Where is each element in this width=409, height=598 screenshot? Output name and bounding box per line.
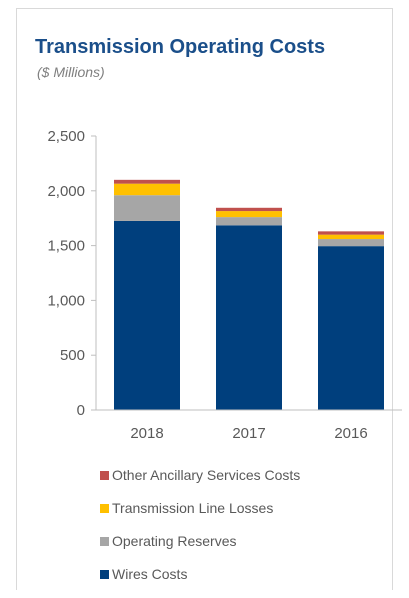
bar-segment <box>318 234 384 240</box>
bar-segment <box>114 179 180 184</box>
chart-legend: Other Ancillary Services Costs Transmissi… <box>100 466 300 598</box>
chart-subtitle: ($ Millions) <box>37 64 105 80</box>
bar-segment <box>216 217 282 226</box>
y-tick-label: 2,000 <box>47 183 85 200</box>
legend-label: Operating Reserves <box>112 533 237 549</box>
bar-segment <box>216 225 282 410</box>
legend-item: Transmission Line Losses <box>100 499 300 517</box>
legend-item: Wires Costs <box>100 565 300 583</box>
bar-segment <box>114 183 180 196</box>
bar-segment <box>114 195 180 221</box>
bar-segment <box>216 207 282 212</box>
legend-label: Transmission Line Losses <box>112 500 274 516</box>
legend-item: Other Ancillary Services Costs <box>100 466 300 484</box>
chart-title: Transmission Operating Costs <box>35 36 326 58</box>
x-tick-label: 2017 <box>232 425 265 442</box>
bar-segment <box>318 239 384 247</box>
y-tick-label: 1,500 <box>47 238 85 255</box>
bar-segment <box>114 220 180 410</box>
y-tick-label: 2,500 <box>47 128 85 145</box>
bar-segment <box>318 246 384 410</box>
stacked-bar-chart: 0 500 1,000 1,500 2,000 2,500 2018 2017 2016 <box>47 128 402 442</box>
x-tick-label: 2016 <box>334 425 367 442</box>
y-tick-label: 500 <box>60 347 85 364</box>
legend-label: Wires Costs <box>112 566 188 582</box>
y-tick-label: 0 <box>77 402 85 419</box>
bar-segment <box>318 231 384 235</box>
bar-segment <box>216 211 282 218</box>
legend-label: Other Ancillary Services Costs <box>112 467 301 483</box>
legend-swatch <box>100 503 109 513</box>
legend-item: Operating Reserves <box>100 532 300 550</box>
legend-swatch <box>100 470 109 480</box>
x-tick-label: 2018 <box>130 425 163 442</box>
legend-swatch <box>100 569 109 579</box>
legend-swatch <box>100 536 109 546</box>
y-tick-label: 1,000 <box>47 292 85 309</box>
